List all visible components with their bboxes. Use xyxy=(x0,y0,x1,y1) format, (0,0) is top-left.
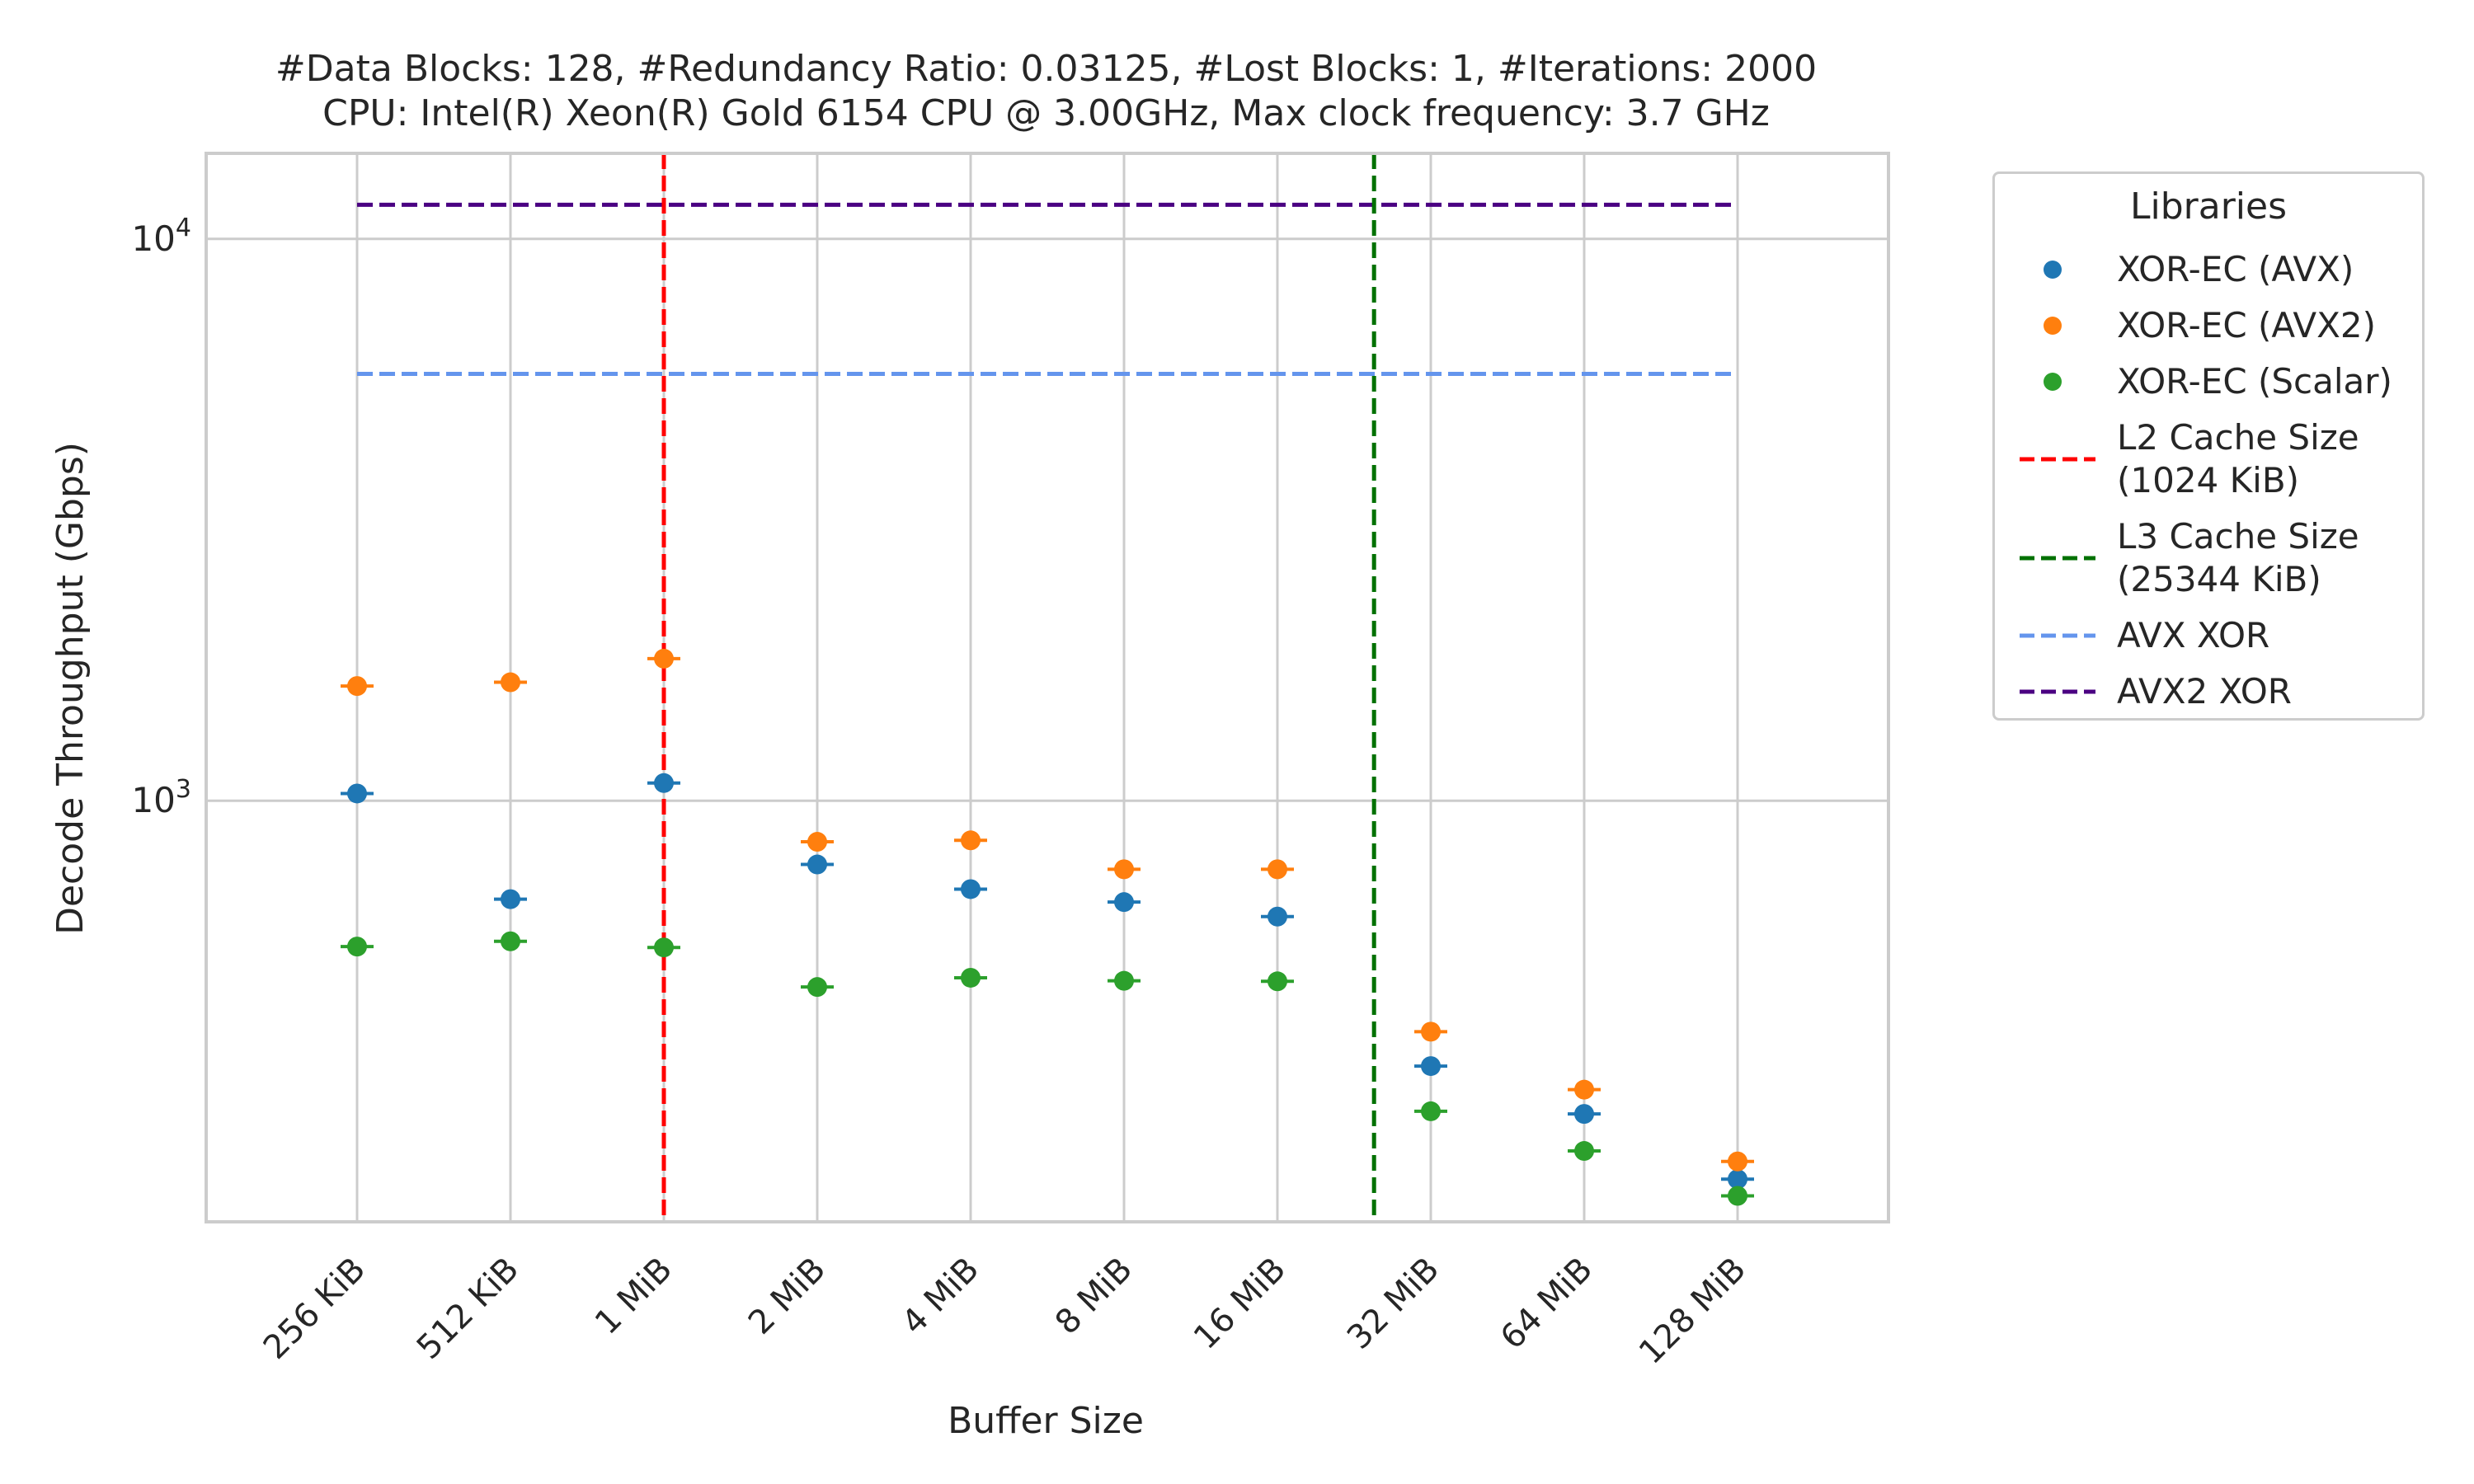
x-tick-label: 1 MiB xyxy=(588,1251,680,1342)
legend-point-marker xyxy=(2044,317,2062,335)
data-points-layer xyxy=(341,648,1754,1206)
data-point xyxy=(807,832,827,852)
data-point xyxy=(1728,1169,1747,1190)
legend-entry: L2 Cache Size (1024 KiB) xyxy=(1995,416,2422,515)
data-point xyxy=(1114,970,1134,991)
x-tick-label: 2 MiB xyxy=(741,1251,833,1342)
legend-label: AVX2 XOR xyxy=(2117,671,2292,711)
legend-label: XOR-EC (Scalar) xyxy=(2117,361,2392,402)
grid-layer xyxy=(206,153,1888,1222)
data-point xyxy=(1421,1101,1441,1121)
data-point xyxy=(1421,1056,1441,1077)
legend-dash-marker xyxy=(2020,457,2095,462)
plot-area-frame xyxy=(205,152,1890,1223)
data-point xyxy=(961,830,981,851)
legend-entry: AVX2 XOR xyxy=(1995,670,2422,726)
data-point xyxy=(1268,906,1287,927)
data-point xyxy=(1268,971,1287,992)
legend-dash-marker xyxy=(2020,689,2095,694)
data-point xyxy=(1268,859,1287,880)
x-tick-label: 8 MiB xyxy=(1048,1251,1140,1342)
y-tick-label: 103 xyxy=(131,775,191,820)
legend-dash-marker xyxy=(2020,633,2095,638)
legend-label: L3 Cache Size (25344 KiB) xyxy=(2117,516,2359,599)
legend-entry: AVX XOR xyxy=(1995,614,2422,670)
x-tick-label: 16 MiB xyxy=(1187,1251,1293,1357)
legend-entry: XOR-EC (Scalar) xyxy=(1995,360,2422,416)
legend: Libraries XOR-EC (AVX) XOR-EC (AVX2) XOR-E… xyxy=(1992,171,2425,721)
legend-label: L2 Cache Size (1024 KiB) xyxy=(2117,417,2359,500)
data-point xyxy=(501,889,520,909)
data-point xyxy=(807,977,827,998)
data-point xyxy=(654,773,674,793)
data-point xyxy=(654,937,674,958)
data-point xyxy=(1574,1079,1594,1100)
data-point xyxy=(1114,859,1134,880)
data-point xyxy=(501,931,520,951)
data-point xyxy=(807,854,827,875)
data-point xyxy=(961,967,981,988)
data-point xyxy=(1728,1186,1747,1206)
x-axis-title: Buffer Size xyxy=(948,1400,1144,1442)
legend-point-marker xyxy=(2044,373,2062,391)
x-tick-label: 512 KiB xyxy=(410,1251,526,1367)
legend-label: XOR-EC (AVX) xyxy=(2117,249,2354,289)
data-point xyxy=(1574,1104,1594,1125)
data-point xyxy=(347,676,367,697)
data-point xyxy=(1574,1141,1594,1162)
x-tick-label: 64 MiB xyxy=(1493,1251,1600,1357)
data-point xyxy=(347,937,367,957)
x-tick-label: 4 MiB xyxy=(895,1251,986,1342)
x-tick-label: 256 KiB xyxy=(256,1251,373,1367)
legend-entry: L3 Cache Size (25344 KiB) xyxy=(1995,515,2422,614)
series-xor-ec-avx2 xyxy=(341,648,1754,1172)
y-tick-label: 104 xyxy=(131,214,191,259)
data-point xyxy=(501,672,520,693)
data-point xyxy=(1421,1021,1441,1042)
reference-lines-layer xyxy=(357,153,1738,1222)
data-point xyxy=(347,783,367,804)
data-point xyxy=(654,648,674,669)
data-point xyxy=(1114,892,1134,913)
legend-dash-marker xyxy=(2020,556,2095,561)
legend-label: XOR-EC (AVX2) xyxy=(2117,305,2377,345)
y-axis-title: Decode Throughput (Gbps) xyxy=(49,442,92,935)
series-xor-ec-avx xyxy=(341,773,1754,1190)
legend-entry: XOR-EC (AVX) xyxy=(1995,248,2422,304)
legend-label: AVX XOR xyxy=(2117,615,2270,655)
x-tick-label: 32 MiB xyxy=(1340,1251,1446,1357)
chart-title-line-1: #Data Blocks: 128, #Redundancy Ratio: 0.… xyxy=(275,48,1818,90)
series-xor-ec-scalar xyxy=(341,931,1754,1206)
tick-labels-layer: 256 KiB 512 KiB 1 MiB 2 MiB 4 MiB 8 MiB 16 MiB… xyxy=(131,214,1753,1372)
data-point xyxy=(961,879,981,899)
legend-title: Libraries xyxy=(2129,186,2288,228)
legend-point-marker xyxy=(2044,261,2062,279)
legend-entry: XOR-EC (AVX2) xyxy=(1995,304,2422,360)
chart-title-line-2: CPU: Intel(R) Xeon(R) Gold 6154 CPU @ 3.… xyxy=(322,92,1770,134)
x-tick-label: 128 MiB xyxy=(1632,1251,1753,1372)
data-point xyxy=(1728,1151,1747,1172)
